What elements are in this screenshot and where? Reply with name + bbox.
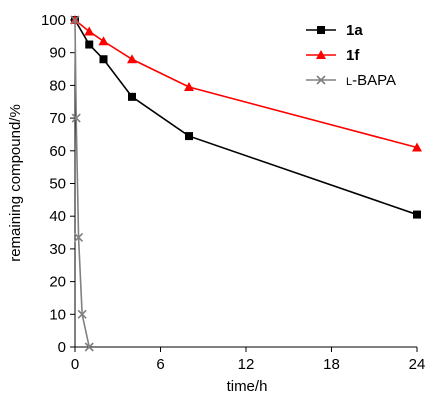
axes: 0 10 20 30 40 50 60 70 80 90 100 0 6 12 18 24 bbox=[41, 12, 425, 373]
series-line-1a bbox=[74, 19, 418, 216]
x-marker-stroke bbox=[77, 309, 87, 319]
series-line-1f bbox=[74, 19, 418, 149]
data-point-l-bapa bbox=[73, 232, 84, 243]
x-marker-stroke bbox=[84, 342, 94, 352]
legend: 1a 1f L-BAPA bbox=[306, 22, 396, 89]
legend-item-1f: 1f bbox=[306, 47, 360, 64]
y-tick-label: 40 bbox=[49, 208, 66, 225]
legend-item-1a: 1a bbox=[306, 22, 363, 39]
y-tick-label: 70 bbox=[49, 110, 66, 127]
data-point-l-bapa bbox=[84, 342, 94, 352]
y-tick-label: 50 bbox=[49, 176, 66, 193]
series-l-bapa bbox=[70, 15, 94, 352]
series-line-l-bapa bbox=[74, 19, 91, 348]
y-tick-label: 20 bbox=[49, 274, 66, 291]
data-point-1a bbox=[413, 210, 421, 219]
x-tick-label: 12 bbox=[238, 356, 255, 373]
legend-small-cap: L bbox=[346, 76, 352, 88]
legend-text-part: -BAPA bbox=[352, 72, 396, 89]
data-point-l-bapa bbox=[71, 113, 81, 123]
x-marker-stroke bbox=[316, 75, 326, 85]
data-point-1f bbox=[98, 36, 109, 46]
legend-swatch-marker bbox=[316, 50, 326, 59]
x-tick-label: 18 bbox=[323, 356, 340, 373]
data-point-1f bbox=[84, 26, 95, 36]
x-marker-stroke bbox=[70, 15, 80, 25]
legend-label-l-bapa: L-BAPA bbox=[346, 72, 396, 89]
legend-swatch-marker bbox=[317, 26, 325, 34]
x-marker-stroke bbox=[71, 113, 81, 123]
legend-item-l-bapa: L-BAPA bbox=[306, 72, 396, 89]
y-tick-label: 10 bbox=[49, 306, 66, 323]
data-point-1f bbox=[184, 82, 194, 92]
legend-swatch-marker bbox=[316, 75, 326, 85]
data-point-l-bapa bbox=[70, 15, 80, 25]
series-1a bbox=[71, 16, 421, 219]
legend-label-1f: 1f bbox=[346, 47, 360, 64]
x-tick-label: 24 bbox=[409, 356, 426, 373]
legend-label-1a: 1a bbox=[346, 22, 363, 39]
x-marker-stroke bbox=[73, 232, 84, 243]
data-point-1a bbox=[85, 40, 94, 49]
y-tick-label: 30 bbox=[49, 241, 66, 258]
y-tick-label: 80 bbox=[49, 77, 66, 94]
data-point-1a bbox=[185, 132, 193, 141]
data-point-1a bbox=[128, 92, 136, 101]
data-point-1f bbox=[127, 54, 137, 64]
x-axis-title: time/h bbox=[227, 378, 268, 395]
x-tick-label: 6 bbox=[156, 356, 164, 373]
y-tick-label: 90 bbox=[49, 45, 66, 62]
data-point-1a bbox=[99, 55, 108, 64]
y-tick-label: 0 bbox=[58, 339, 66, 356]
y-axis-title: remaining compound/% bbox=[7, 104, 24, 262]
y-tick-label: 60 bbox=[49, 143, 66, 160]
y-tick-label: 100 bbox=[41, 12, 66, 29]
x-tick-label: 0 bbox=[71, 356, 79, 373]
data-point-l-bapa bbox=[77, 309, 87, 319]
data-point-1f bbox=[412, 142, 422, 152]
series-layer bbox=[70, 15, 422, 352]
